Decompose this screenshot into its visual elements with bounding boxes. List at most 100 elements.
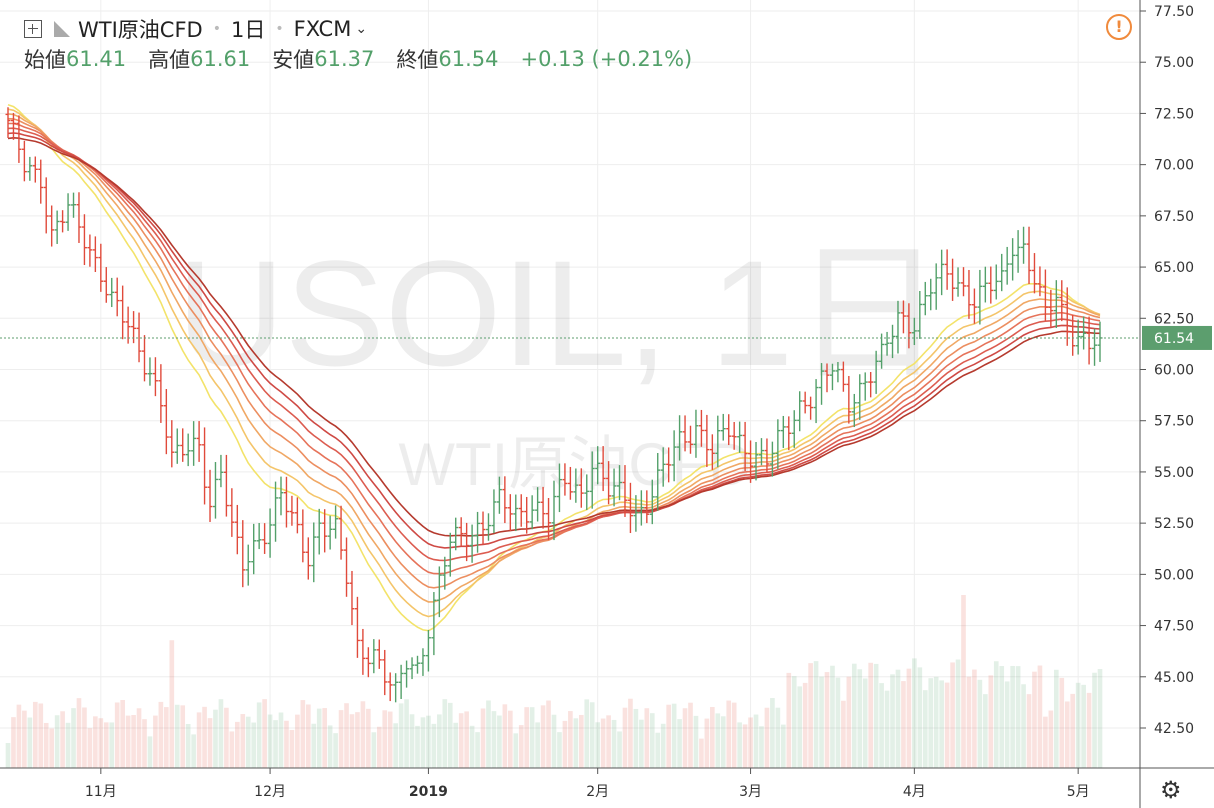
volume-bar [245, 716, 251, 768]
ohlc-bar [267, 508, 273, 558]
volume-bar [1086, 692, 1092, 768]
flag-icon[interactable] [54, 21, 70, 37]
ohlc-bar [682, 415, 688, 452]
volume-bar [655, 732, 661, 768]
volume-bar [442, 699, 448, 768]
volume-bar [164, 707, 169, 768]
volume-bar [366, 708, 371, 768]
volume-bar [922, 690, 928, 768]
volume-bar [322, 708, 328, 768]
ohlc-bar [16, 115, 22, 163]
ohlc-bar [1010, 238, 1016, 281]
volume-bar [770, 698, 775, 768]
ohlc-bar [21, 140, 27, 182]
volume-bar [568, 711, 573, 768]
ohlc-bar [524, 496, 530, 534]
ohlc-bar [387, 672, 393, 702]
volume-bar [595, 722, 601, 768]
volume-bar [120, 699, 125, 768]
volume-bar [153, 715, 158, 768]
volume-bar [1043, 716, 1048, 768]
separator-dot: • [275, 21, 284, 37]
volume-bar [349, 714, 355, 768]
watermark-main: USOIL, 1日 [177, 229, 944, 397]
exchange[interactable]: FXCM [293, 17, 352, 41]
volume-bar [27, 717, 33, 768]
ohlc-bar [911, 317, 917, 346]
volume-bar [355, 712, 360, 768]
volume-bar [305, 704, 311, 768]
volume-bar [300, 700, 306, 768]
price-tag-bg [1142, 325, 1212, 350]
ohlc-bar [191, 421, 197, 466]
ohlc-bar [480, 511, 486, 545]
volume-bar [458, 713, 464, 768]
warning-circle-icon[interactable]: ! [1106, 14, 1132, 40]
ohlc-bar [939, 249, 945, 296]
volume-bar [202, 706, 207, 768]
volume-bar [360, 701, 366, 768]
ohlc-bar [906, 303, 912, 349]
volume-bar [409, 714, 415, 768]
volume-bar [103, 722, 109, 768]
volume-bar [431, 723, 437, 768]
ohlc-bar [1097, 321, 1103, 362]
volume-bar [267, 714, 273, 768]
volume-bar [578, 714, 584, 768]
ohlc-bar [720, 413, 726, 441]
volume-bar [5, 743, 11, 768]
y-tick-label: 77.50 [1154, 4, 1194, 20]
x-axis[interactable]: 11月 12月 2019 2月 3月 4月 5月 [0, 767, 1214, 800]
volume-bar [262, 699, 267, 768]
ohlc-bar [928, 278, 934, 311]
volume-bar [961, 595, 966, 768]
ohlc-bar [409, 657, 415, 680]
y-axis[interactable]: 77.50 75.00 72.50 70.00 67.50 65.00 62.50 60.00… [1139, 0, 1194, 808]
volume-bar [879, 683, 884, 768]
candles [5, 107, 1103, 703]
volume-bar [720, 716, 726, 768]
volume-bar [404, 699, 409, 768]
ohlc-bar [556, 463, 562, 513]
volume-bar [884, 690, 890, 768]
gear-icon[interactable]: ⚙ [1160, 776, 1182, 804]
ohlc-bar [415, 655, 420, 674]
volume-bar [557, 732, 562, 768]
volume-bar [125, 715, 131, 768]
ohlc-bar [174, 428, 180, 464]
ohlc-bar [638, 490, 644, 526]
volume-bar [284, 720, 289, 768]
volume-bar [622, 707, 628, 768]
ohlc-bar [136, 312, 142, 363]
ohlc-bar [797, 391, 803, 432]
open-label: 始値 [24, 48, 66, 72]
ohlc-bar [382, 649, 388, 696]
ohlc-row: 始値 61.41 高値 61.61 安値 61.37 終値 61.54 +0.13 (+… [24, 44, 692, 74]
ohlc-bar [365, 647, 371, 678]
ohlc-bar [1064, 287, 1070, 346]
ohlc-bar [458, 517, 464, 546]
ohlc-bar [491, 489, 497, 534]
symbol-name[interactable]: WTI原油CFD [78, 18, 203, 42]
ohlc-bar [764, 438, 770, 473]
ohlc-bar [961, 267, 966, 297]
interval[interactable]: 1日 [230, 18, 266, 42]
ohlc-bar [327, 515, 333, 550]
ohlc-bar [622, 465, 628, 517]
volume-bar [693, 715, 699, 768]
ohlc-bar [518, 494, 524, 527]
high-label: 高値 [148, 48, 191, 72]
chevron-down-icon[interactable]: ⌄ [355, 21, 368, 37]
plus-square-icon[interactable] [24, 20, 42, 38]
volume-bar [65, 722, 71, 768]
volume-bar [469, 725, 475, 768]
ohlc-bar [933, 263, 939, 310]
volume-bar [1026, 694, 1032, 768]
volume-bar [174, 704, 180, 768]
ohlc-bar [485, 513, 491, 541]
x-tick-label: 4月 [903, 784, 926, 800]
ohlc-bar [999, 253, 1005, 292]
ohlc-bar [988, 266, 994, 304]
y-tick-label: 42.50 [1154, 721, 1194, 737]
